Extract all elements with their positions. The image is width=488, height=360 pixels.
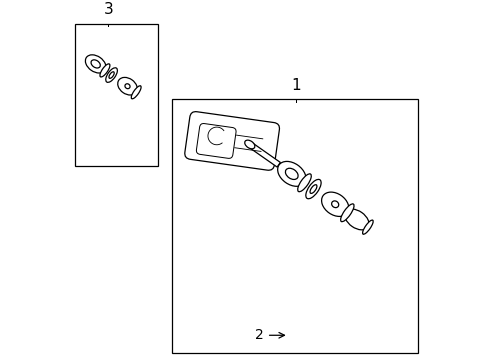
- Ellipse shape: [100, 64, 110, 77]
- Ellipse shape: [344, 209, 368, 230]
- Ellipse shape: [85, 55, 106, 73]
- Ellipse shape: [105, 68, 117, 82]
- Ellipse shape: [340, 204, 353, 222]
- Ellipse shape: [131, 86, 141, 99]
- Text: 2: 2: [255, 328, 284, 342]
- Ellipse shape: [118, 77, 137, 95]
- Bar: [172, 99, 417, 353]
- Ellipse shape: [285, 168, 298, 180]
- Text: 3: 3: [103, 2, 113, 17]
- Ellipse shape: [305, 179, 321, 199]
- Polygon shape: [248, 142, 280, 167]
- Ellipse shape: [297, 174, 311, 192]
- Text: 1: 1: [290, 78, 300, 93]
- Ellipse shape: [91, 60, 100, 68]
- Ellipse shape: [362, 220, 372, 234]
- Ellipse shape: [331, 201, 338, 208]
- Ellipse shape: [125, 84, 130, 89]
- Ellipse shape: [109, 72, 114, 78]
- Ellipse shape: [244, 140, 254, 149]
- Bar: [75, 24, 158, 166]
- FancyBboxPatch shape: [196, 123, 236, 158]
- Ellipse shape: [277, 161, 305, 186]
- Ellipse shape: [309, 185, 316, 193]
- Ellipse shape: [321, 192, 348, 216]
- FancyBboxPatch shape: [184, 112, 279, 170]
